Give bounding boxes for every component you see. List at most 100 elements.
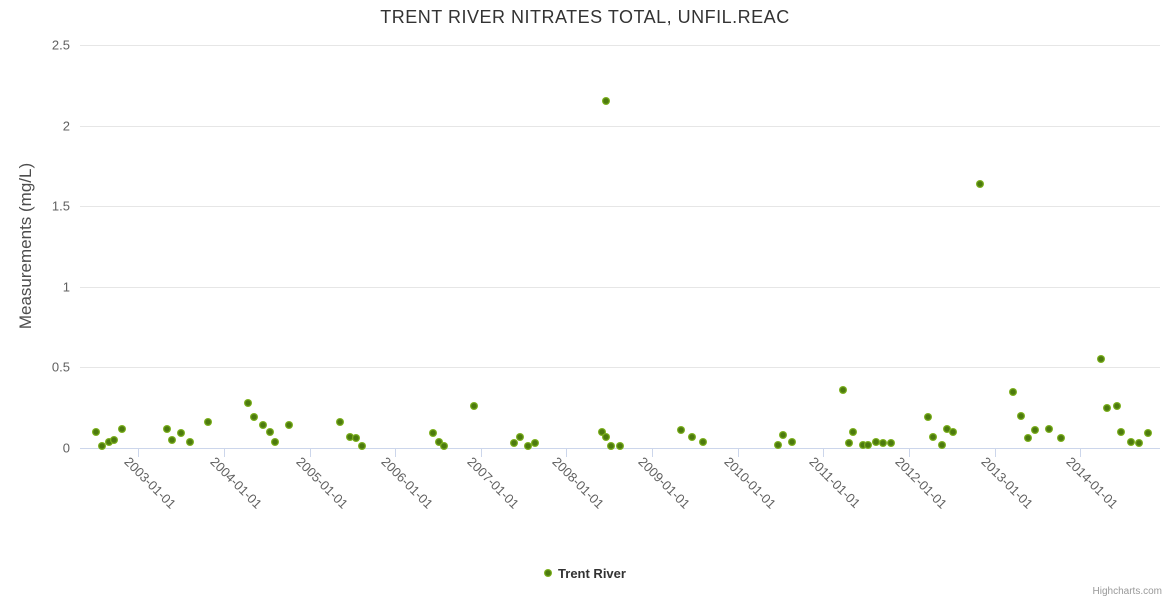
- x-axis-tick: [566, 449, 568, 457]
- y-axis-label: 1: [62, 279, 70, 295]
- data-point[interactable]: [516, 432, 525, 441]
- chart-title: TRENT RIVER NITRATES TOTAL, UNFIL.REAC: [380, 7, 790, 27]
- x-axis-tick: [737, 449, 739, 457]
- data-point[interactable]: [597, 427, 606, 436]
- data-point[interactable]: [601, 432, 610, 441]
- data-point[interactable]: [439, 442, 448, 451]
- data-point[interactable]: [839, 385, 848, 394]
- data-point[interactable]: [204, 418, 213, 427]
- data-point[interactable]: [779, 431, 788, 440]
- data-point[interactable]: [929, 432, 938, 441]
- x-axis-tick: [1080, 449, 1082, 457]
- data-point[interactable]: [942, 424, 951, 433]
- data-point[interactable]: [271, 437, 280, 446]
- data-point[interactable]: [1044, 424, 1053, 433]
- data-point[interactable]: [92, 427, 101, 436]
- data-point[interactable]: [434, 437, 443, 446]
- data-point[interactable]: [1096, 355, 1105, 364]
- data-point[interactable]: [937, 440, 946, 449]
- y-axis-title: Measurements (mg/L): [16, 162, 35, 330]
- y-axis-label: 2: [62, 118, 70, 134]
- data-point[interactable]: [469, 402, 478, 411]
- data-point[interactable]: [1008, 387, 1017, 396]
- data-point[interactable]: [1117, 427, 1126, 436]
- data-point[interactable]: [858, 440, 867, 449]
- y-gridline: [80, 45, 1160, 46]
- data-point[interactable]: [523, 442, 532, 451]
- data-point[interactable]: [428, 429, 437, 438]
- data-point[interactable]: [117, 424, 126, 433]
- data-point[interactable]: [266, 427, 275, 436]
- data-point[interactable]: [168, 435, 177, 444]
- x-axis-tick: [994, 449, 996, 457]
- data-point[interactable]: [607, 442, 615, 451]
- circle-marker-icon: [544, 569, 553, 577]
- data-point[interactable]: [530, 439, 539, 448]
- data-point[interactable]: [687, 432, 696, 441]
- data-point[interactable]: [923, 413, 932, 422]
- data-point[interactable]: [186, 437, 195, 446]
- data-point[interactable]: [698, 437, 707, 446]
- data-point[interactable]: [1126, 437, 1135, 446]
- data-point[interactable]: [110, 435, 119, 444]
- data-point[interactable]: [1135, 439, 1144, 448]
- data-point[interactable]: [259, 421, 268, 430]
- data-point[interactable]: [345, 432, 354, 441]
- data-point[interactable]: [249, 413, 258, 422]
- data-point[interactable]: [284, 421, 293, 430]
- data-point[interactable]: [887, 439, 896, 448]
- data-point[interactable]: [351, 434, 360, 443]
- x-axis-label: 2004-01-01: [207, 454, 265, 512]
- x-axis-tick: [909, 449, 911, 457]
- data-point[interactable]: [243, 398, 252, 407]
- data-point[interactable]: [510, 439, 519, 448]
- data-point[interactable]: [1102, 403, 1111, 412]
- y-gridline: [80, 367, 1160, 369]
- highcharts-credits-link[interactable]: Highcharts.com: [1092, 586, 1162, 597]
- x-axis-label: 2003-01-01: [121, 454, 180, 512]
- data-point[interactable]: [878, 439, 887, 448]
- data-point[interactable]: [105, 437, 114, 446]
- x-axis-label: 2008-01-01: [549, 454, 608, 512]
- data-point[interactable]: [601, 97, 610, 106]
- data-point[interactable]: [336, 418, 345, 427]
- x-axis-tick: [480, 449, 482, 457]
- data-point[interactable]: [177, 429, 186, 438]
- data-point[interactable]: [615, 442, 624, 451]
- data-point[interactable]: [98, 442, 107, 451]
- data-point[interactable]: [871, 437, 880, 446]
- data-point[interactable]: [163, 424, 172, 433]
- x-axis-tick: [395, 449, 397, 457]
- data-point[interactable]: [1024, 434, 1033, 443]
- data-point[interactable]: [849, 427, 858, 436]
- data-point[interactable]: [863, 440, 872, 449]
- data-point[interactable]: [677, 426, 686, 435]
- y-axis-label: 1.5: [51, 198, 70, 214]
- data-point[interactable]: [357, 442, 366, 451]
- y-gridline: [80, 286, 1160, 288]
- data-point[interactable]: [1030, 426, 1039, 435]
- legend-item-trent-river[interactable]: Trent River: [0, 564, 1170, 582]
- x-axis-tick: [823, 449, 825, 457]
- data-point[interactable]: [1113, 402, 1122, 411]
- data-point[interactable]: [1017, 411, 1026, 420]
- x-axis-label: 2011-01-01: [806, 454, 864, 511]
- data-point[interactable]: [948, 427, 957, 436]
- y-axis-label: 0: [62, 440, 70, 456]
- data-point[interactable]: [1056, 434, 1065, 443]
- y-gridline: [80, 206, 1160, 208]
- x-axis-tick: [309, 449, 311, 457]
- x-axis-label: 2009-01-01: [635, 454, 694, 512]
- x-axis-label: 2007-01-01: [464, 454, 522, 512]
- data-point[interactable]: [976, 179, 985, 188]
- x-axis-tick: [138, 449, 140, 457]
- data-point[interactable]: [787, 437, 796, 446]
- data-point[interactable]: [1144, 429, 1152, 438]
- data-point[interactable]: [774, 440, 783, 449]
- x-axis-label: 2006-01-01: [378, 454, 437, 512]
- y-axis-label: 0.5: [51, 359, 70, 375]
- data-point[interactable]: [845, 439, 854, 448]
- y-axis-label: 2.5: [51, 37, 70, 53]
- x-axis-tick: [223, 449, 225, 457]
